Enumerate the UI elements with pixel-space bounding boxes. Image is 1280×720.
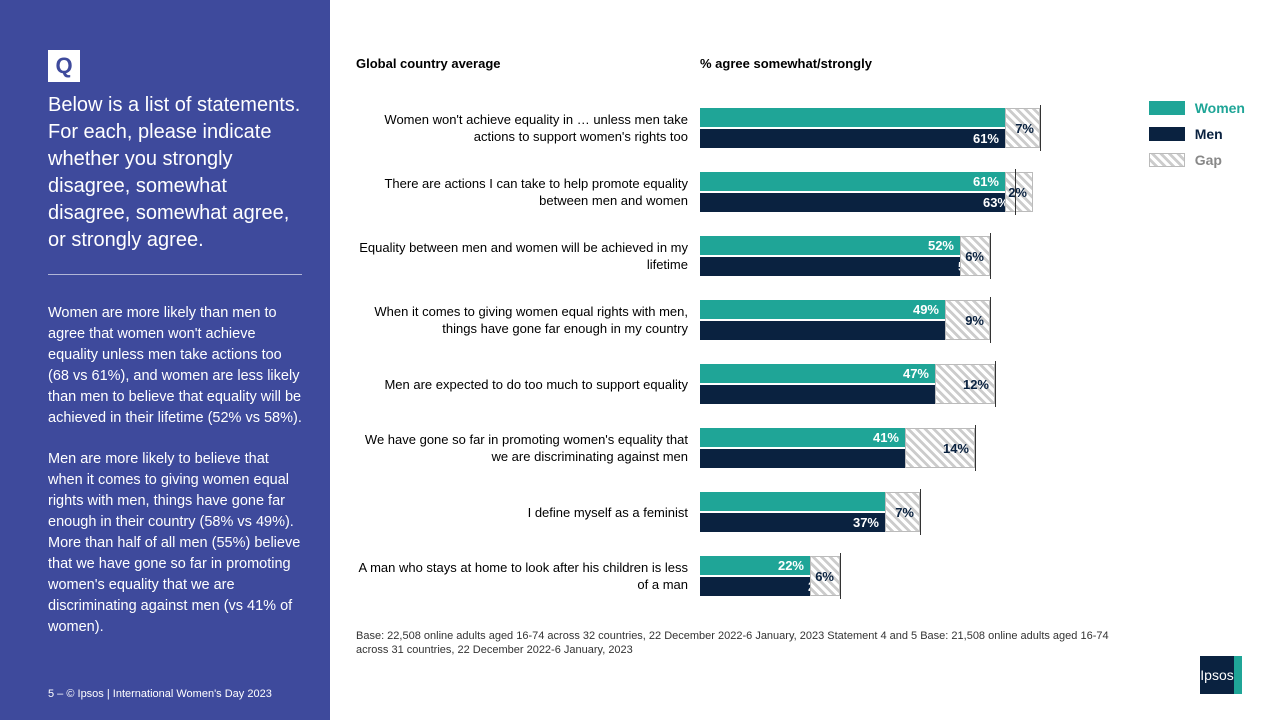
insight-para-2: Men are more likely to believe that when…	[48, 449, 302, 638]
legend-label-women: Women	[1195, 100, 1245, 116]
bar-group: 49%58%9%	[700, 300, 1250, 342]
ipsos-logo: Ipsos	[1200, 656, 1248, 698]
gap-box: 6%	[960, 236, 990, 276]
gap-box: 7%	[885, 492, 920, 532]
chart-row: We have gone so far in promoting women's…	[356, 417, 1250, 481]
bar-group: 41%55%14%	[700, 428, 1250, 470]
divider	[48, 274, 302, 275]
chart-row: There are actions I can take to help pro…	[356, 161, 1250, 225]
chart-row: I define myself as a feminist44%37%7%	[356, 481, 1250, 545]
tick-mark	[1040, 105, 1041, 151]
chart-row: When it comes to giving women equal righ…	[356, 289, 1250, 353]
main-content: Global country average % agree somewhat/…	[330, 0, 1280, 720]
page-footer: 5 – © Ipsos | International Women's Day …	[48, 688, 302, 700]
statement-label: We have gone so far in promoting women's…	[356, 432, 700, 466]
bar-women: 49%	[700, 300, 945, 319]
tick-mark	[975, 425, 976, 471]
bar-group: 52% 58%6%	[700, 236, 1250, 278]
header-left: Global country average	[356, 56, 700, 71]
statement-label: There are actions I can take to help pro…	[356, 176, 700, 210]
sidebar: Q Below is a list of statements. For eac…	[0, 0, 330, 720]
bar-group: 47%59%12%	[700, 364, 1250, 406]
bar-women: 52%	[700, 236, 960, 255]
question-text: Below is a list of statements. For each,…	[48, 92, 302, 254]
legend-swatch-women	[1149, 101, 1185, 115]
gap-box: 9%	[945, 300, 990, 340]
statement-label: Equality between men and women will be a…	[356, 240, 700, 274]
legend-label-men: Men	[1195, 126, 1223, 142]
chart-rows: Women won't achieve equality in … unless…	[356, 97, 1250, 609]
legend-swatch-men	[1149, 127, 1185, 141]
tick-mark	[1015, 169, 1016, 215]
gap-box: 12%	[935, 364, 995, 404]
gap-box: 14%	[905, 428, 975, 468]
chart-row: Equality between men and women will be a…	[356, 225, 1250, 289]
gap-box: 2%	[1005, 172, 1033, 212]
chart-row: Men are expected to do too much to suppo…	[356, 353, 1250, 417]
bar-women: 22%	[700, 556, 810, 575]
bar-women: 61%	[700, 172, 1005, 191]
bar-men: 58%	[700, 257, 990, 276]
statement-label: When it comes to giving women equal righ…	[356, 304, 700, 338]
chart-row: Women won't achieve equality in … unless…	[356, 97, 1250, 161]
statement-label: I define myself as a feminist	[356, 505, 700, 522]
bar-women: 41%	[700, 428, 905, 447]
bar-women: 68%	[700, 108, 1040, 127]
tick-mark	[990, 233, 991, 279]
legend-swatch-gap	[1149, 153, 1185, 167]
tick-mark	[840, 553, 841, 599]
statement-label: A man who stays at home to look after hi…	[356, 560, 700, 594]
insight-para-1: Women are more likely than men to agree …	[48, 303, 302, 429]
statement-label: Men are expected to do too much to suppo…	[356, 377, 700, 394]
gap-box: 6%	[810, 556, 840, 596]
bar-group: 22%28%6%	[700, 556, 1250, 598]
bar-women: 47%	[700, 364, 935, 383]
tick-mark	[920, 489, 921, 535]
tick-mark	[995, 361, 996, 407]
legend-label-gap: Gap	[1195, 152, 1222, 168]
gap-box: 7%	[1005, 108, 1040, 148]
statement-label: Women won't achieve equality in … unless…	[356, 112, 700, 146]
tick-mark	[990, 297, 991, 343]
header-right: % agree somewhat/strongly	[700, 56, 1250, 71]
bar-men: 61%	[700, 129, 1005, 148]
bar-men: 37%	[700, 513, 885, 532]
legend: Women Men Gap	[1149, 100, 1245, 178]
question-badge: Q	[48, 50, 80, 82]
base-note: Base: 22,508 online adults aged 16-74 ac…	[356, 629, 1136, 658]
bar-men: 63%	[700, 193, 1015, 212]
chart-row: A man who stays at home to look after hi…	[356, 545, 1250, 609]
bar-group: 44%37%7%	[700, 492, 1250, 534]
bar-group: 61% 63%2%	[700, 172, 1250, 214]
